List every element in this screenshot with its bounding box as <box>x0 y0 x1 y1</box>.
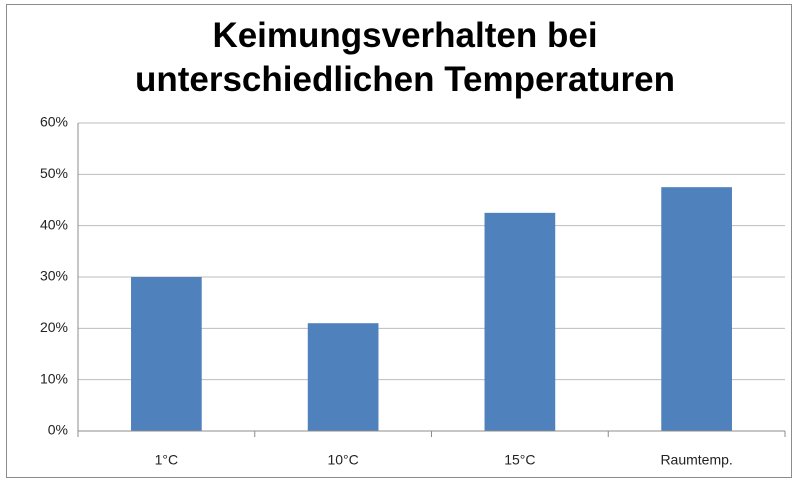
y-tick-label: 30% <box>40 268 68 284</box>
x-tick-label: 10°C <box>327 452 358 468</box>
bar <box>661 187 732 431</box>
y-tick-label: 60% <box>40 114 68 130</box>
x-tick-label: 1°C <box>155 452 179 468</box>
y-tick-label: 20% <box>40 319 68 335</box>
y-tick-label: 0% <box>48 422 68 438</box>
y-tick-label: 40% <box>40 216 68 232</box>
chart-frame <box>6 4 792 478</box>
x-tick-label: Raumtemp. <box>660 452 732 468</box>
y-tick-label: 50% <box>40 165 68 181</box>
bar <box>484 212 556 431</box>
y-tick-label: 10% <box>40 370 68 386</box>
x-tick-label: 15°C <box>504 452 535 468</box>
bar <box>131 277 202 431</box>
chart-title: Keimungsverhalten bei unterschiedlichen … <box>134 16 676 99</box>
bar <box>307 323 379 431</box>
